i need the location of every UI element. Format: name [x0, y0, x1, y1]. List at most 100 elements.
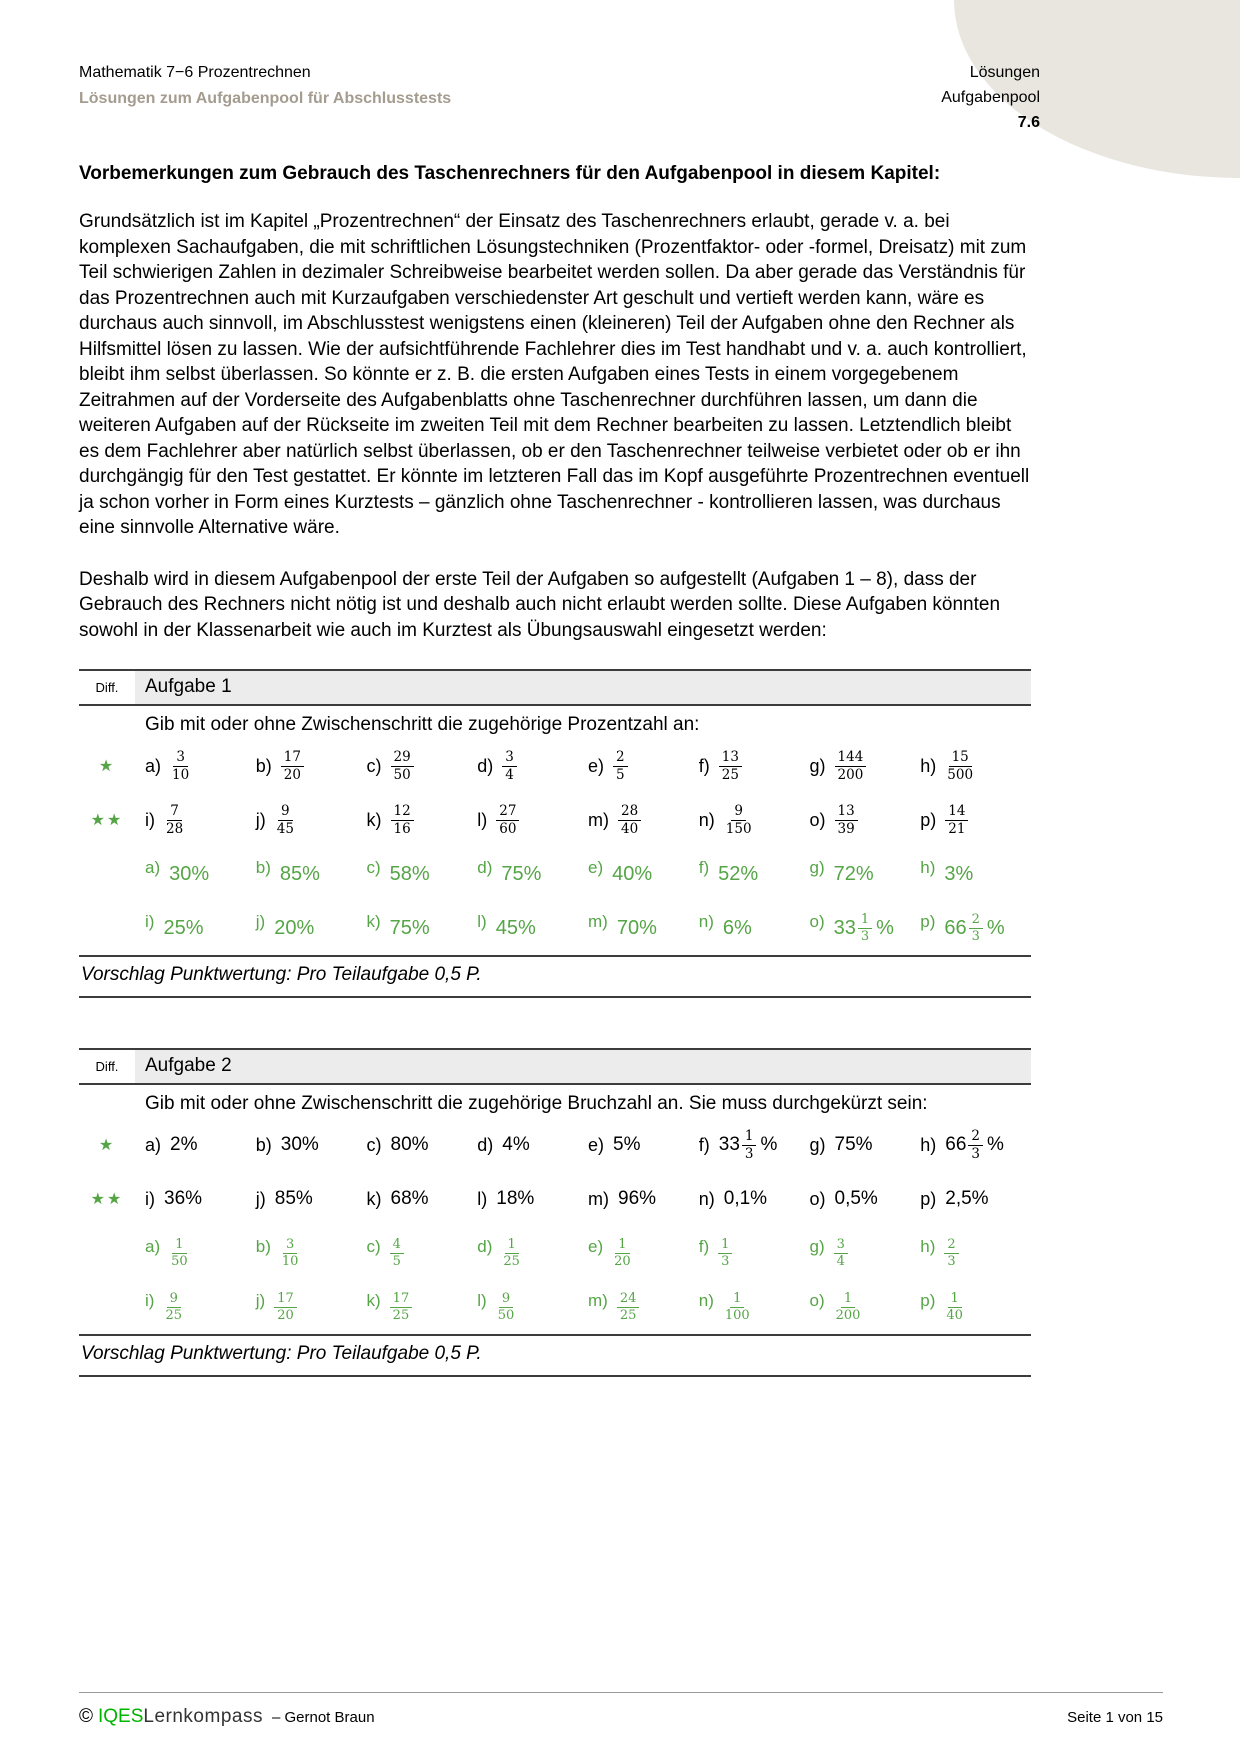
fraction-numerator: 3 [283, 1237, 298, 1254]
item-label: a) [145, 755, 162, 776]
task-item: a) 3 10 [145, 746, 256, 786]
item-text: 30% [280, 1134, 319, 1155]
task-item: b) 85% [256, 854, 367, 894]
item-value: 3 10 [280, 1237, 301, 1269]
item-label: j) [255, 912, 266, 931]
fraction: 12 16 [390, 803, 414, 837]
fraction-numerator: 9 [166, 1291, 181, 1308]
task-item: g) 72% [810, 854, 921, 894]
fraction-denominator: 3 [947, 1253, 956, 1269]
item-label: h) [920, 858, 936, 877]
item-label: b) [255, 1237, 271, 1256]
item-label: f) [698, 1134, 710, 1155]
task-item: p) 2,5% [920, 1179, 1031, 1219]
item-value: 30% [281, 1134, 319, 1156]
fraction-denominator: 5 [616, 766, 625, 783]
item-value: 1 25 [501, 1237, 522, 1269]
item-label: j) [255, 1291, 266, 1310]
task-item: a) 30% [145, 854, 256, 894]
fraction-denominator: 5 [392, 1253, 401, 1269]
item-label: g) [809, 858, 825, 877]
fraction-denominator: 39 [837, 820, 855, 837]
task-item: i) 25% [145, 908, 256, 948]
task-item: o) 33 1 3% [810, 908, 921, 948]
fraction: 1 50 [169, 1237, 190, 1269]
task-instruction: Gib mit oder ohne Zwischenschritt die zu… [145, 1093, 928, 1114]
task-item: p) 66 2 3% [920, 908, 1031, 948]
question-row: ★★ i) 7 28 j) 9 45 k) 12 16 l) 27 60 m) 28 40 n) 9 150 o) 13… [79, 793, 1031, 847]
task-item: o) 0,5% [810, 1179, 921, 1219]
item-text: 75% [834, 1134, 873, 1155]
fraction-denominator: 21 [948, 820, 966, 837]
percent-sign: % [760, 1134, 778, 1155]
task-item: p) 14 21 [920, 800, 1031, 840]
item-label: c) [366, 755, 382, 776]
fraction-numerator: 17 [389, 1291, 413, 1308]
item-value: 75% [390, 917, 430, 940]
task-item: k) 68% [367, 1179, 478, 1219]
item-label: e) [588, 1134, 605, 1155]
fraction-numerator: 24 [616, 1291, 640, 1308]
task-table-aufgabe-2: Diff. Aufgabe 2 Gib mit oder ohne Zwischen… [79, 1048, 1031, 1377]
corner-line-loesungen: Lösungen [969, 64, 1040, 81]
task-item: l) 9 50 [477, 1287, 588, 1327]
item-label: l) [477, 1291, 487, 1310]
fraction-denominator: 100 [724, 1307, 750, 1323]
item-value: 29 50 [390, 749, 414, 783]
task-item: e) 1 20 [588, 1233, 699, 1273]
fraction-numerator: 2 [944, 1237, 959, 1254]
fraction: 9 45 [275, 803, 296, 836]
difficulty-cell: ★ [79, 1135, 135, 1155]
item-value: 45% [496, 917, 536, 940]
answer-row: a) 30% b) 85% c) 58% d) 75% e) 40% f) 52% g) 72% h) 3% [79, 847, 1031, 901]
fraction-numerator: 2 [968, 912, 983, 929]
difficulty-star-icon: ★★ [90, 1191, 124, 1208]
fraction: 7 28 [164, 803, 185, 836]
fraction-numerator: 1 [947, 1291, 962, 1308]
item-text: 30% [169, 862, 210, 885]
mixed-number-whole: 66 [944, 916, 967, 939]
percent-sign: % [986, 916, 1005, 939]
item-value: 0,1% [724, 1188, 767, 1210]
item-value: 36% [164, 1188, 202, 1210]
item-label: h) [920, 755, 937, 776]
item-label: g) [809, 755, 826, 776]
item-value: 66 2 3% [945, 1128, 1004, 1161]
task-item: l) 27 60 [477, 800, 588, 840]
fraction-denominator: 25 [619, 1307, 637, 1323]
fraction-denominator: 25 [392, 1307, 410, 1323]
fraction-numerator: 13 [834, 803, 858, 821]
task-item: e) 40% [588, 854, 699, 894]
item-value: 1 50 [169, 1237, 190, 1269]
item-label: h) [920, 1237, 936, 1256]
percent-sign: % [987, 1134, 1004, 1155]
main-content: Vorbemerkungen zum Gebrauch des Taschenr… [79, 150, 1031, 1377]
item-label: b) [255, 1134, 272, 1155]
item-value: 17 20 [280, 749, 304, 783]
item-value: 18% [496, 1188, 534, 1210]
task-item: j) 20% [256, 908, 367, 948]
fraction-denominator: 20 [277, 1307, 294, 1323]
task-item: h) 3% [920, 854, 1031, 894]
item-text: 40% [612, 862, 653, 885]
task-item: c) 4 5 [367, 1233, 478, 1273]
task-item: a) 1 50 [145, 1233, 256, 1273]
item-value: 72% [834, 863, 874, 886]
percent-sign: % [876, 916, 894, 939]
item-value: 0,5% [835, 1188, 878, 1210]
task-item: m) 70% [588, 908, 699, 948]
question-row: ★★ i) 36% j) 85% k) 68% l) 18% m) 96% n) 0,1% o) 0,5% p… [79, 1172, 1031, 1226]
fraction: 17 25 [389, 1291, 413, 1323]
diff-column-header: Diff. [95, 1059, 119, 1074]
item-value: 12 16 [390, 803, 414, 837]
task-item: j) 9 45 [256, 800, 367, 840]
item-label: d) [477, 1134, 494, 1155]
fraction-denominator: 4 [505, 766, 514, 783]
answer-row: i) 9 25 j) 17 20 k) 17 25 l) 9 50 m) 24 25 n) 1 100 o) 1 200… [79, 1280, 1031, 1334]
task-item: d) 3 4 [477, 746, 588, 786]
item-text: 5% [613, 1134, 641, 1155]
fraction: 28 40 [618, 803, 642, 837]
